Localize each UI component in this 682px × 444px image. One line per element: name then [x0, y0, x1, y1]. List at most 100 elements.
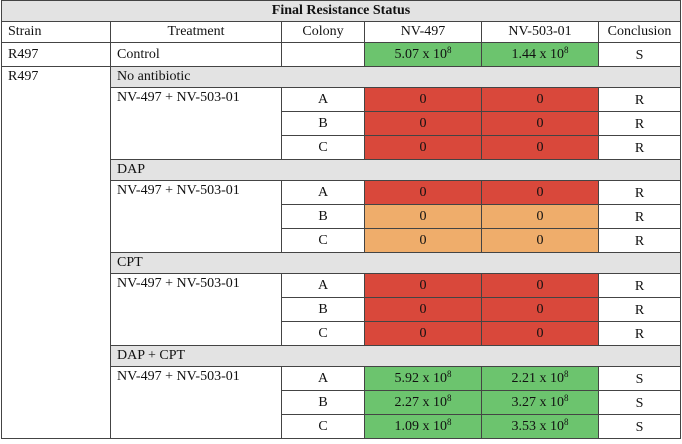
nv-503-01-value: 2.21 x 108 — [481, 366, 599, 391]
nv-497-value: 0 — [364, 204, 482, 229]
header-colony: Colony — [281, 21, 365, 43]
nv-497-value: 0 — [364, 273, 482, 298]
control-strain: R497 — [1, 42, 111, 67]
value-exponent: 8 — [564, 368, 569, 379]
table-title: Final Resistance Status — [0, 0, 682, 22]
nv-503-01-value: 0 — [481, 180, 599, 205]
nv-503-01-value: 0 — [481, 273, 599, 298]
nv-497-value: 0 — [364, 228, 482, 253]
nv-497-value: 0 — [364, 321, 482, 346]
nv-497-value: 0 — [364, 135, 482, 160]
table-row: NV-497 + NV-503-01 A 0 0 R — [2, 87, 682, 160]
control-nv-503-01: 1.44 x 108 — [481, 42, 599, 67]
section-label: No antibiotic — [109, 66, 682, 88]
control-nv-503-01-mantissa: 1.44 x 10 — [511, 46, 565, 62]
table-row: B 2.27 x 108 3.27 x 108 S — [2, 390, 682, 415]
colony-cell: A — [281, 366, 365, 391]
nv-497-value: 2.27 x 108 — [364, 390, 482, 415]
control-row: R497 Control 5.07 x 108 1.44 x 108 S — [1, 42, 682, 67]
header-nv-497: NV-497 — [364, 21, 482, 43]
table-row: NV-497 + NV-503-01 A 0 0 R — [2, 273, 682, 346]
value-mantissa: 5.92 x 10 — [394, 370, 448, 386]
nv-503-01-value: 0 — [481, 111, 599, 136]
value-exponent: 8 — [447, 416, 452, 427]
conclusion-cell: R — [597, 321, 682, 346]
treatment-cell: NV-497 + NV-503-01 — [110, 180, 282, 253]
header-conclusion: Conclusion — [597, 21, 682, 43]
nv-497-value: 0 — [364, 87, 482, 112]
value-exponent: 8 — [564, 392, 569, 403]
section-row: R497 No antibiotic — [1, 66, 682, 439]
conclusion-cell: R — [597, 228, 682, 253]
table-row: NV-497 + NV-503-01 A 0 0 R — [2, 180, 682, 253]
nv-497-value: 0 — [364, 111, 482, 136]
conclusion-cell: S — [597, 390, 682, 415]
control-colony — [281, 42, 365, 67]
colony-cell: A — [281, 180, 365, 205]
table-row: C 1.09 x 108 3.53 x 108 S — [2, 414, 682, 439]
nv-503-01-value: 0 — [481, 228, 599, 253]
conclusion-cell: R — [597, 87, 682, 112]
header-nv-503-01: NV-503-01 — [481, 21, 599, 43]
nv-503-01-value: 0 — [481, 321, 599, 346]
header-row: Strain Treatment Colony NV-497 NV-503-01… — [1, 21, 682, 43]
control-nv-497-exponent: 8 — [447, 44, 452, 55]
section-row: DAP + CPT — [2, 345, 682, 367]
colony-cell: B — [281, 204, 365, 229]
control-conclusion: S — [597, 42, 682, 67]
nv-497-value: 1.09 x 108 — [364, 414, 482, 439]
conclusion-cell: S — [597, 366, 682, 391]
colony-cell: C — [281, 414, 365, 439]
value-mantissa: 3.53 x 10 — [511, 418, 565, 434]
value-mantissa: 2.27 x 10 — [394, 394, 448, 410]
value-exponent: 8 — [447, 392, 452, 403]
value-exponent: 8 — [447, 368, 452, 379]
nv-503-01-value: 3.27 x 108 — [481, 390, 599, 415]
nv-497-value: 5.92 x 108 — [364, 366, 482, 391]
section-label: CPT — [109, 252, 682, 274]
conclusion-cell: R — [597, 111, 682, 136]
nv-497-value: 0 — [364, 180, 482, 205]
header-strain: Strain — [1, 21, 111, 43]
nv-503-01-value: 0 — [481, 204, 599, 229]
colony-cell: B — [281, 390, 365, 415]
table-body: R497 Control 5.07 x 108 1.44 x 108 S R49… — [1, 42, 682, 439]
conclusion-cell: R — [597, 135, 682, 160]
nv-503-01-value: 0 — [481, 135, 599, 160]
value-mantissa: 3.27 x 10 — [511, 394, 565, 410]
colony-cell: C — [281, 321, 365, 346]
section-row: CPT — [2, 252, 682, 274]
section-row: DAP — [2, 159, 682, 181]
control-treatment: Control — [110, 42, 282, 67]
section-label: DAP + CPT — [109, 345, 682, 367]
strain-cell: R497 — [1, 66, 111, 439]
title-row: Final Resistance Status — [0, 0, 682, 22]
conclusion-cell: S — [597, 414, 682, 439]
conclusion-cell: R — [597, 180, 682, 205]
control-nv-497: 5.07 x 108 — [364, 42, 482, 67]
section-label: DAP — [109, 159, 682, 181]
colony-cell: A — [281, 87, 365, 112]
colony-cell: A — [281, 273, 365, 298]
colony-cell: B — [281, 111, 365, 136]
nv-503-01-value: 0 — [481, 297, 599, 322]
colony-cell: C — [281, 135, 365, 160]
header-treatment: Treatment — [110, 21, 282, 43]
colony-cell: B — [281, 297, 365, 322]
treatment-cell: NV-497 + NV-503-01 — [110, 366, 282, 439]
control-nv-503-01-exponent: 8 — [564, 44, 569, 55]
nv-497-value: 0 — [364, 297, 482, 322]
treatment-cell: NV-497 + NV-503-01 — [110, 87, 282, 160]
conclusion-cell: R — [597, 204, 682, 229]
nv-503-01-value: 3.53 x 108 — [481, 414, 599, 439]
conclusion-cell: R — [597, 273, 682, 298]
value-exponent: 8 — [564, 416, 569, 427]
conclusion-cell: R — [597, 297, 682, 322]
value-mantissa: 1.09 x 10 — [394, 418, 448, 434]
nv-503-01-value: 0 — [481, 87, 599, 112]
treatment-cell: NV-497 + NV-503-01 — [110, 273, 282, 346]
